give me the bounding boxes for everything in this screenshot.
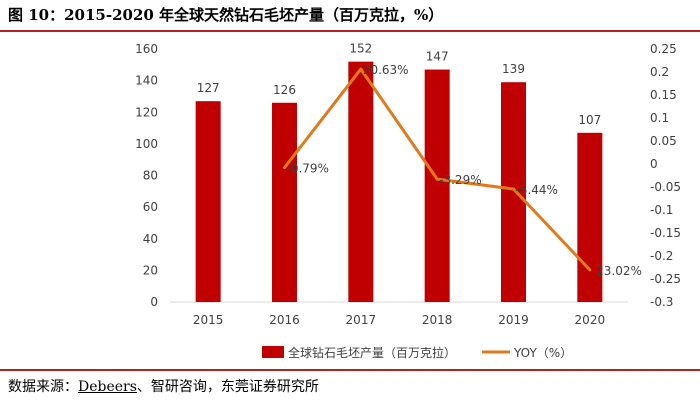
top-rule	[0, 30, 700, 32]
x-tick-label: 2020	[575, 313, 606, 327]
y-left-tick-label: 20	[143, 263, 158, 277]
y-right-tick-label: 0.1	[650, 111, 669, 125]
bar-value-label: 107	[578, 113, 601, 127]
bar-2019	[501, 82, 526, 302]
x-tick-label: 2019	[498, 313, 529, 327]
legend-bar-swatch	[262, 346, 284, 358]
bar-2018	[424, 69, 450, 303]
source-suffix: 、智研咨询，东莞证券研究所	[136, 379, 319, 395]
legend-line-label: YOY（%）	[513, 346, 572, 360]
figure-title: 图 10：2015-2020 年全球天然钻石毛坯产量（百万克拉，%）	[8, 6, 444, 24]
bar-2015	[195, 101, 221, 303]
bar-value-label: 139	[502, 62, 525, 76]
y-left-tick-label: 80	[143, 169, 158, 183]
source-prefix: 数据来源：	[8, 379, 78, 395]
y-left-tick-label: 0	[150, 295, 158, 309]
y-right-tick-label: -0.1	[650, 203, 673, 217]
yoy-value-label: -23.02%	[592, 264, 642, 278]
x-tick-label: 2015	[193, 313, 224, 327]
y-right-tick-label: -0.05	[650, 180, 681, 194]
y-right-tick-label: 0.05	[650, 134, 677, 148]
source-note: 数据来源：Debeers、智研咨询，东莞证券研究所	[8, 376, 319, 396]
y-left-tick-label: 100	[135, 137, 158, 151]
yoy-value-label: -5.44%	[516, 183, 558, 197]
bar-value-label: 152	[349, 42, 372, 56]
yoy-value-label: -3.29%	[439, 173, 481, 187]
yoy-point-2017	[359, 67, 363, 71]
y-right-tick-label: 0.15	[650, 88, 677, 102]
y-left-tick-label: 140	[135, 74, 158, 88]
bottom-rule	[0, 369, 700, 371]
x-tick-label: 2016	[269, 313, 300, 327]
chart: 0 20 40 60 80 100 120 140 160 -0.3 -0.25 -0.2 -0.15 -…	[135, 42, 681, 360]
y-left-tick-label: 40	[143, 232, 158, 246]
y-left-tick-label: 160	[135, 42, 158, 56]
y-right-tick-label: -0.25	[650, 272, 681, 286]
y-right-tick-label: 0.2	[650, 65, 669, 79]
y-right-tick-label: -0.3	[650, 295, 673, 309]
yoy-point-2020	[588, 268, 592, 272]
yoy-point-2018	[435, 177, 439, 181]
bar-value-label: 127	[197, 81, 220, 95]
yoy-value-label: -0.79%	[287, 162, 329, 176]
y-right-tick-label: -0.15	[650, 226, 681, 240]
bar-value-label: 126	[273, 83, 296, 97]
yoy-point-2016	[283, 166, 286, 170]
source-link-debeers[interactable]: Debeers	[78, 379, 137, 395]
yoy-point-2019	[512, 187, 515, 191]
bar-2020	[577, 132, 603, 302]
bar-2017	[348, 61, 374, 303]
bar-2016	[272, 102, 297, 302]
y-right-tick-label: -0.2	[650, 249, 673, 263]
yoy-value-label: 20.63%	[363, 63, 409, 77]
bar-value-label: 147	[426, 50, 449, 64]
legend-bar-label: 全球钻石毛坯产量（百万克拉）	[288, 345, 456, 360]
y-left-tick-label: 60	[143, 200, 158, 214]
y-right-tick-label: 0.25	[650, 42, 677, 56]
x-tick-label: 2017	[346, 313, 377, 327]
y-left-tick-label: 120	[135, 105, 158, 119]
x-tick-label: 2018	[422, 313, 453, 327]
y-right-tick-label: 0	[650, 157, 658, 171]
